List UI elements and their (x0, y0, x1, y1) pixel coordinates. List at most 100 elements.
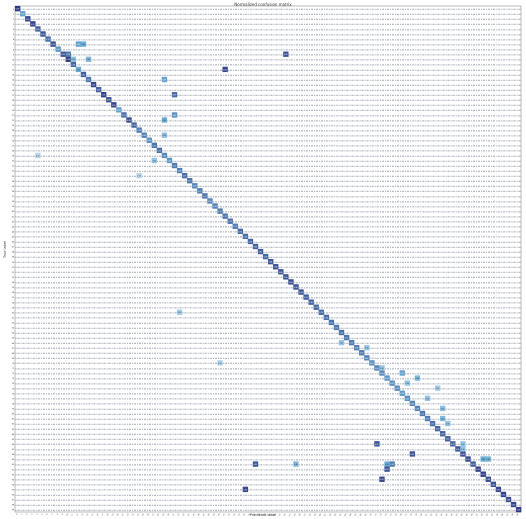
cell-value-label: 0.72 (329, 322, 333, 324)
x-tick-label: 88 (461, 513, 464, 517)
cell-value-row: 0.00 0.00 0.00 0.00 0.00 0.00 0.00 0.00 … (16, 110, 521, 112)
x-tick-label: 67 (355, 514, 358, 517)
off-diagonal-cell (75, 41, 82, 47)
cell-value-row: 0.00 0.00 0.00 0.00 0.00 0.00 0.00 0.00 … (16, 80, 521, 82)
x-tick-label: 12 (76, 514, 79, 517)
y-tick-label: 69 (12, 358, 15, 360)
diagonal-cell (131, 122, 137, 128)
cell-value-label: 0.66 (208, 201, 212, 203)
cell-value-label: 0.72 (421, 413, 425, 415)
cell-value-label: 0.95 (66, 59, 70, 61)
x-tick-label: 45 (243, 514, 246, 517)
cell-value-label: 0.66 (365, 358, 369, 360)
cell-value-row: 0.00 0.00 0.00 0.00 0.00 0.00 0.00 0.00 … (16, 495, 521, 497)
cell-value-label: 0.68 (178, 171, 182, 173)
cell-value-row: 0.00 0.00 0.00 0.00 0.00 0.00 0.00 0.00 … (16, 105, 521, 107)
off-diagonal-cell (293, 461, 299, 467)
off-diagonal-cell (404, 380, 410, 386)
diagonal-cell (369, 360, 375, 366)
diagonal-cell (197, 188, 203, 194)
cell-value-label: 0.74 (324, 317, 328, 319)
diagonal-cell (389, 380, 395, 386)
diagonal-cell (490, 481, 496, 487)
off-diagonal-cell (136, 172, 142, 179)
off-diagonal-cell (364, 345, 370, 351)
diagonal-cell (283, 274, 289, 280)
cell-value-row: 0.00 0.00 0.00 0.00 0.00 0.00 0.00 0.00 … (16, 434, 521, 436)
cell-value-label: 0.88 (507, 499, 511, 501)
x-tick-label: 96 (501, 513, 504, 517)
cell-value-label: 0.85 (61, 54, 65, 56)
cell-value-label: 0.30 (461, 449, 465, 451)
diagonal-cell (70, 61, 77, 68)
y-tick-label: 18 (12, 100, 15, 102)
cell-value-row: 0.00 0.00 0.00 0.00 0.00 0.00 0.00 0.00 … (16, 55, 521, 57)
y-tick-label: 88 (12, 454, 15, 456)
y-tick-label: 19 (12, 105, 15, 107)
x-tick-label: 78 (410, 513, 413, 517)
cell-value-label: 0.75 (173, 95, 177, 97)
cell-value-label: 0.95 (481, 474, 485, 476)
y-tick-label: 52 (12, 272, 14, 274)
cell-value-label: 0.68 (415, 408, 419, 410)
cell-value-row: 0.00 0.00 0.00 0.00 0.00 0.00 0.00 0.00 … (16, 297, 521, 299)
y-tick-label: 98 (12, 505, 15, 507)
x-tick-label: 63 (334, 514, 337, 517)
y-tick-label: 27 (12, 145, 14, 147)
cell-value-label: 0.76 (238, 231, 242, 233)
cell-value-label: 0.74 (203, 196, 207, 198)
x-tick-label: 1 (21, 514, 23, 516)
y-tick-label: 87 (12, 449, 14, 451)
cell-value-row: 0.00 0.00 0.00 0.00 0.00 0.00 0.00 0.00 … (16, 65, 521, 67)
cell-value-row: 0.00 0.00 0.00 0.00 0.00 0.00 0.00 0.00 … (16, 156, 521, 158)
off-diagonal-cell (379, 365, 385, 371)
cell-value-label: 0.82 (446, 439, 450, 441)
diagonal-cell (500, 491, 507, 498)
cell-value-label: 0.78 (249, 241, 253, 243)
x-tick-label: 19 (112, 513, 115, 517)
x-tick-label: 20 (117, 513, 120, 517)
cell-value-label: 0.40 (294, 464, 298, 466)
diagonal-cell (227, 218, 233, 224)
diagonal-cell (85, 76, 92, 83)
cell-value-row: 0.00 0.00 0.00 0.00 0.00 0.00 0.00 0.00 … (16, 444, 521, 446)
x-tick-label: 98 (511, 513, 514, 517)
x-tick-label: 56 (299, 513, 302, 517)
y-tick-label: 97 (12, 500, 14, 502)
x-tick-label: 52 (279, 514, 282, 517)
diagonal-cell (181, 172, 188, 179)
cell-value-label: 0.55 (76, 44, 80, 46)
cell-value-label: 0.50 (162, 120, 166, 122)
diagonal-cell (192, 183, 198, 189)
off-diagonal-cell (252, 461, 259, 467)
cell-value-label: 0.35 (441, 408, 445, 410)
diagonal-cell (460, 451, 466, 457)
cell-value-row: 0.00 0.00 0.00 0.00 0.00 0.00 0.00 0.00 … (16, 343, 521, 345)
y-tick-label: 41 (12, 216, 14, 218)
cell-value-label: 0.60 (168, 160, 172, 162)
x-tick-label: 75 (395, 514, 398, 517)
diagonal-cell (207, 198, 213, 204)
y-tick-label: 91 (12, 469, 14, 471)
y-tick-label: 85 (12, 439, 14, 441)
y-tick-label: 34 (12, 181, 15, 183)
cell-value-row: 0.00 0.00 0.00 0.00 0.00 0.00 0.00 0.00 … (16, 333, 521, 335)
y-tick-label: 81 (12, 419, 14, 421)
diagonal-cell (409, 400, 416, 407)
cell-value-label: 0.30 (380, 368, 384, 370)
y-tick-label: 12 (12, 70, 14, 72)
y-tick-label: 61 (12, 317, 14, 319)
x-tick-label: 91 (476, 514, 479, 517)
cell-value-label: 0.90 (26, 19, 30, 21)
cell-value-row: 0.00 0.00 0.00 0.00 0.00 0.00 0.00 0.00 … (16, 404, 521, 406)
x-tick-label: 21 (122, 514, 125, 517)
cell-value-label: 0.70 (350, 343, 354, 345)
cell-value-label: 0.86 (274, 267, 278, 269)
x-tick-label: 8 (57, 513, 60, 516)
cell-value-label: 0.82 (82, 74, 86, 76)
y-tick-label: 51 (12, 267, 14, 269)
diagonal-cell (252, 243, 259, 250)
cell-value-row: 0.00 0.00 0.00 0.00 0.00 0.00 0.00 0.00 … (16, 125, 521, 127)
cell-value-row: 0.00 0.00 0.00 0.00 0.00 0.00 0.00 0.00 … (16, 24, 521, 26)
